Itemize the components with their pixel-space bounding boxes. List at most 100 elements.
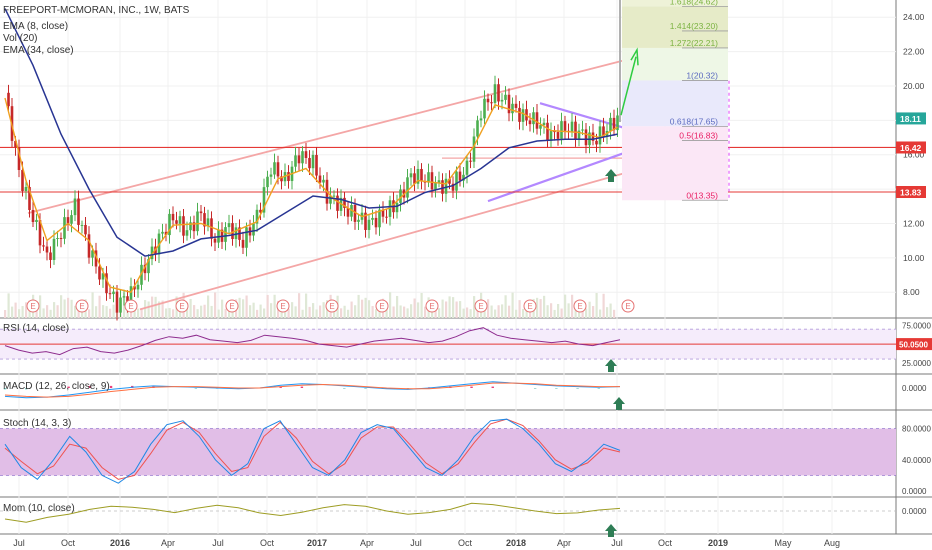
volume-bar (228, 308, 231, 318)
volume-bar (347, 309, 350, 318)
candle-body (444, 178, 448, 194)
candle-body (175, 220, 178, 224)
volume-bar (371, 306, 374, 318)
candle-body (196, 211, 199, 232)
fib-level-label: 1.414(23.20) (670, 21, 718, 31)
volume-bar (214, 292, 217, 318)
volume-bar (452, 297, 455, 318)
candle-body (185, 230, 189, 236)
volume-bar (95, 306, 98, 318)
candle-body (560, 121, 563, 139)
candle-body (364, 212, 367, 230)
volume-bar (560, 308, 563, 318)
candle-body (59, 238, 63, 240)
volume-bar (4, 310, 7, 318)
candle-body (549, 130, 553, 141)
volume-bar (550, 303, 553, 318)
volume-bar (368, 300, 371, 318)
volume-bar (298, 293, 301, 318)
fib-zone (622, 6, 728, 48)
macd-histogram-bar (194, 388, 198, 389)
volume-bar (200, 305, 203, 318)
candle-body (577, 130, 581, 139)
volume-bar (350, 301, 353, 318)
candle-body (147, 259, 150, 274)
candle-body (528, 120, 532, 125)
volume-bar (284, 306, 287, 318)
projection-arrow (620, 56, 637, 116)
volume-bar (42, 308, 45, 318)
macd-histogram-bar (67, 386, 70, 388)
volume-bar (375, 309, 378, 318)
candle-body (276, 162, 280, 177)
candle-body (374, 217, 378, 228)
volume-bar (305, 293, 308, 318)
candle-body (45, 246, 49, 253)
candle-body (308, 157, 311, 169)
ema-slow-line (4, 8, 618, 257)
volume-bar (385, 309, 388, 318)
price-pane: 1.618(24.62) 1.414(23.20) 1.272(22.21) 1(20… (0, 0, 896, 537)
volume-bar (203, 304, 206, 318)
volume-bar (553, 309, 556, 318)
earnings-marker (225, 299, 239, 313)
volume-bar (165, 308, 168, 318)
candle-body (311, 154, 315, 169)
volume-bar (105, 306, 108, 318)
candle-body (273, 162, 276, 175)
candle-body (269, 174, 273, 177)
ema-fast-line (4, 97, 618, 294)
candle-body (252, 223, 255, 236)
volume-bar (581, 307, 584, 318)
candle-body (420, 168, 423, 182)
candle-body (322, 179, 325, 183)
candle-body (532, 112, 535, 125)
volume-bar (140, 308, 143, 318)
volume-bar (172, 309, 175, 318)
candle-body (476, 120, 479, 137)
candle-body (602, 126, 605, 137)
candle-body (381, 209, 385, 217)
macd-histogram-bar (555, 388, 558, 389)
volume-bar (266, 294, 269, 318)
candle-body (451, 183, 455, 191)
rsi-tick-label: 25.0000 (902, 359, 931, 368)
volume-bar (564, 294, 567, 318)
volume-bar (420, 293, 423, 318)
candle-body (73, 198, 77, 216)
up-arrow-rsi (605, 359, 617, 372)
indicator-panes (0, 327, 896, 523)
candle-body (486, 98, 490, 103)
volume-bar (406, 308, 409, 318)
stoch-tick-label: 80.0000 (902, 425, 931, 434)
volume-bar (441, 299, 444, 318)
candle-body (427, 172, 430, 183)
candle-body (584, 129, 588, 146)
candle-body (108, 293, 112, 295)
earnings-marker (573, 299, 587, 313)
volume-bar (154, 296, 157, 318)
candle-body (150, 246, 154, 260)
volume-bar (263, 308, 266, 318)
candle-body (511, 103, 514, 114)
volume-bar (567, 303, 570, 318)
stoch-tick-label: 0.0000 (902, 487, 927, 496)
volume-bar (518, 300, 521, 318)
earnings-marker (523, 299, 537, 313)
volume-bar (158, 301, 161, 318)
volume-bar (77, 308, 80, 318)
volume-bar (217, 309, 220, 318)
candle-body (171, 213, 175, 221)
earnings-marker-label: E (625, 302, 630, 311)
candle-body (518, 107, 521, 122)
volume-bar (399, 305, 402, 318)
price-tag-label: 13.83 (900, 188, 922, 198)
candle-body (434, 182, 437, 190)
candle-body (353, 204, 357, 222)
volume-bar (91, 292, 94, 318)
volume-bar (438, 308, 441, 318)
candle-body (115, 291, 119, 313)
earnings-marker-label: E (577, 302, 582, 311)
volume-bar (592, 306, 595, 318)
